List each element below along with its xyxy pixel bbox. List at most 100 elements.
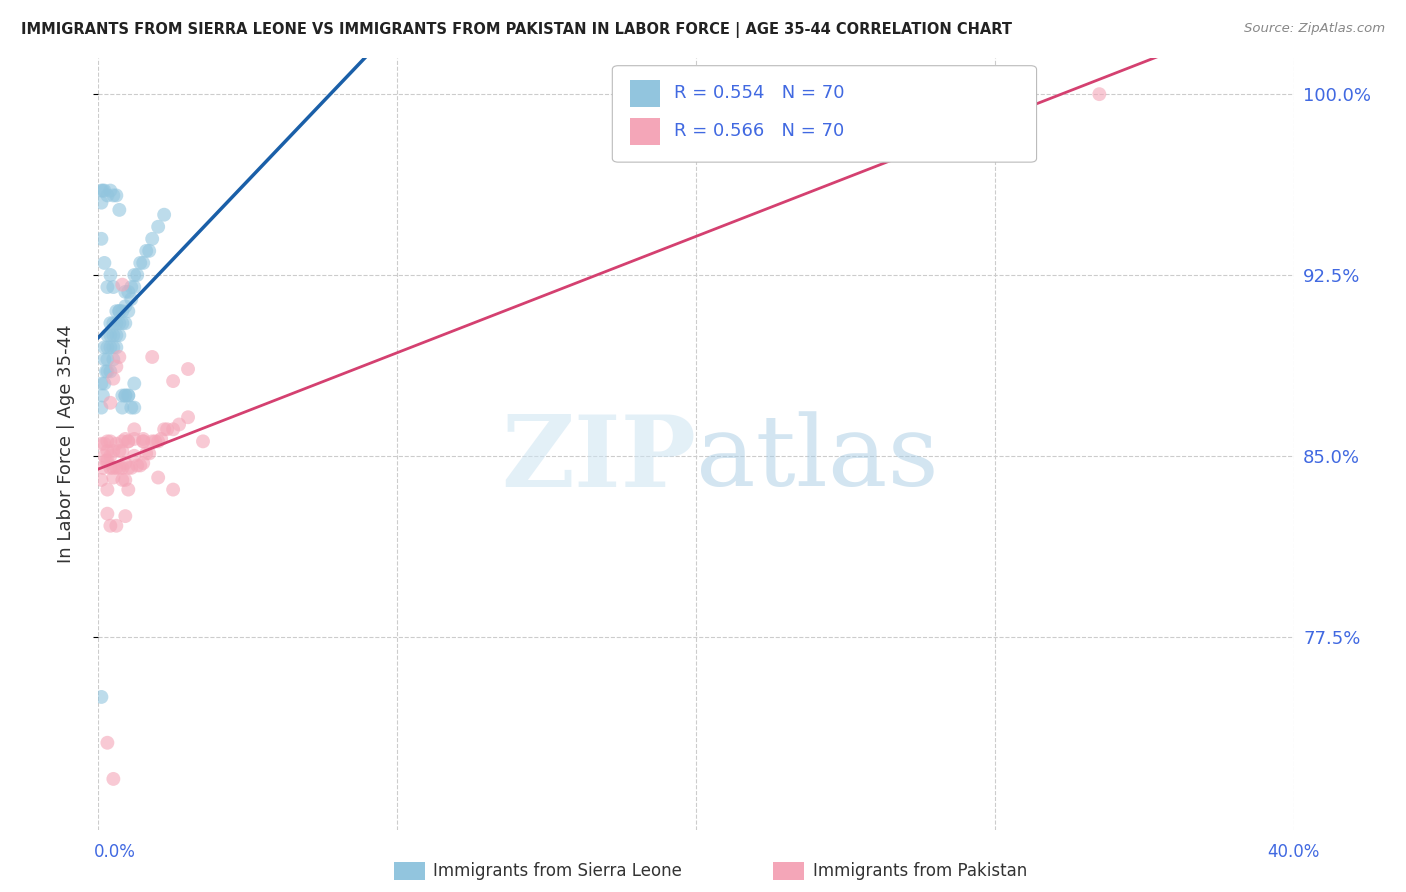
Point [96, 188, 118, 202]
Point [98, 268, 122, 282]
Point [90, 376, 112, 391]
Point [124, 432, 146, 446]
Point [162, 483, 184, 497]
Point [114, 388, 136, 402]
Point [111, 304, 134, 318]
Point [148, 470, 170, 484]
Point [93, 449, 115, 463]
Point [103, 352, 125, 367]
Point [103, 772, 125, 786]
Point [114, 473, 136, 487]
Point [96, 434, 118, 449]
Point [103, 188, 125, 202]
Point [96, 352, 118, 367]
Point [98, 316, 122, 330]
Point [90, 690, 112, 704]
Point [98, 364, 122, 378]
Point [177, 410, 200, 425]
Point [105, 359, 128, 374]
Point [132, 434, 155, 449]
Point [117, 388, 139, 402]
Point [90, 195, 112, 210]
Point [96, 444, 118, 458]
Point [132, 434, 155, 449]
Point [141, 434, 163, 449]
Point [90, 401, 112, 415]
Point [117, 434, 139, 449]
Point [98, 461, 122, 475]
Point [153, 208, 176, 222]
Point [103, 280, 125, 294]
Point [120, 292, 142, 306]
Point [103, 461, 125, 475]
Point [93, 340, 115, 354]
FancyBboxPatch shape [613, 66, 1036, 162]
Point [114, 388, 136, 402]
Point [117, 461, 139, 475]
Point [1088, 87, 1111, 102]
Point [129, 256, 152, 270]
Point [129, 458, 152, 473]
Point [111, 473, 134, 487]
Text: ZIP: ZIP [501, 410, 696, 508]
Point [105, 316, 128, 330]
Point [127, 458, 149, 473]
Point [120, 461, 142, 475]
Point [90, 184, 112, 198]
Point [124, 376, 146, 391]
Point [96, 507, 118, 521]
Point [124, 280, 146, 294]
Point [135, 446, 157, 460]
Point [98, 449, 122, 463]
Text: 40.0%: 40.0% [1267, 843, 1320, 861]
Point [177, 362, 200, 376]
Point [96, 483, 118, 497]
Point [108, 461, 131, 475]
Point [111, 461, 134, 475]
Point [91, 184, 114, 198]
Point [105, 436, 128, 450]
Text: Immigrants from Sierra Leone: Immigrants from Sierra Leone [433, 862, 682, 880]
Point [111, 388, 134, 402]
Point [108, 316, 131, 330]
Point [114, 456, 136, 470]
Point [91, 388, 114, 402]
Point [98, 184, 122, 198]
Point [96, 340, 118, 354]
Point [132, 456, 155, 470]
Point [143, 434, 166, 449]
Point [94, 453, 117, 467]
Point [124, 449, 146, 463]
Point [91, 461, 114, 475]
Point [90, 232, 112, 246]
Point [96, 280, 118, 294]
Text: 0.0%: 0.0% [94, 843, 136, 861]
Point [148, 434, 170, 449]
Point [105, 304, 128, 318]
Point [103, 340, 125, 354]
Text: Source: ZipAtlas.com: Source: ZipAtlas.com [1244, 22, 1385, 36]
Point [108, 304, 131, 318]
Point [111, 444, 134, 458]
Point [98, 340, 122, 354]
Point [93, 352, 115, 367]
Point [120, 280, 142, 294]
Point [111, 277, 134, 292]
Point [90, 436, 112, 450]
Point [150, 432, 173, 446]
Point [93, 184, 115, 198]
Point [105, 461, 128, 475]
Point [156, 422, 179, 436]
Point [148, 219, 170, 234]
Point [120, 401, 142, 415]
Point [117, 483, 139, 497]
Point [108, 202, 131, 217]
Point [105, 518, 128, 533]
Point [98, 328, 122, 343]
FancyBboxPatch shape [630, 79, 661, 106]
Point [98, 396, 122, 410]
Point [124, 401, 146, 415]
Point [117, 304, 139, 318]
Point [141, 350, 163, 364]
Point [191, 434, 214, 449]
